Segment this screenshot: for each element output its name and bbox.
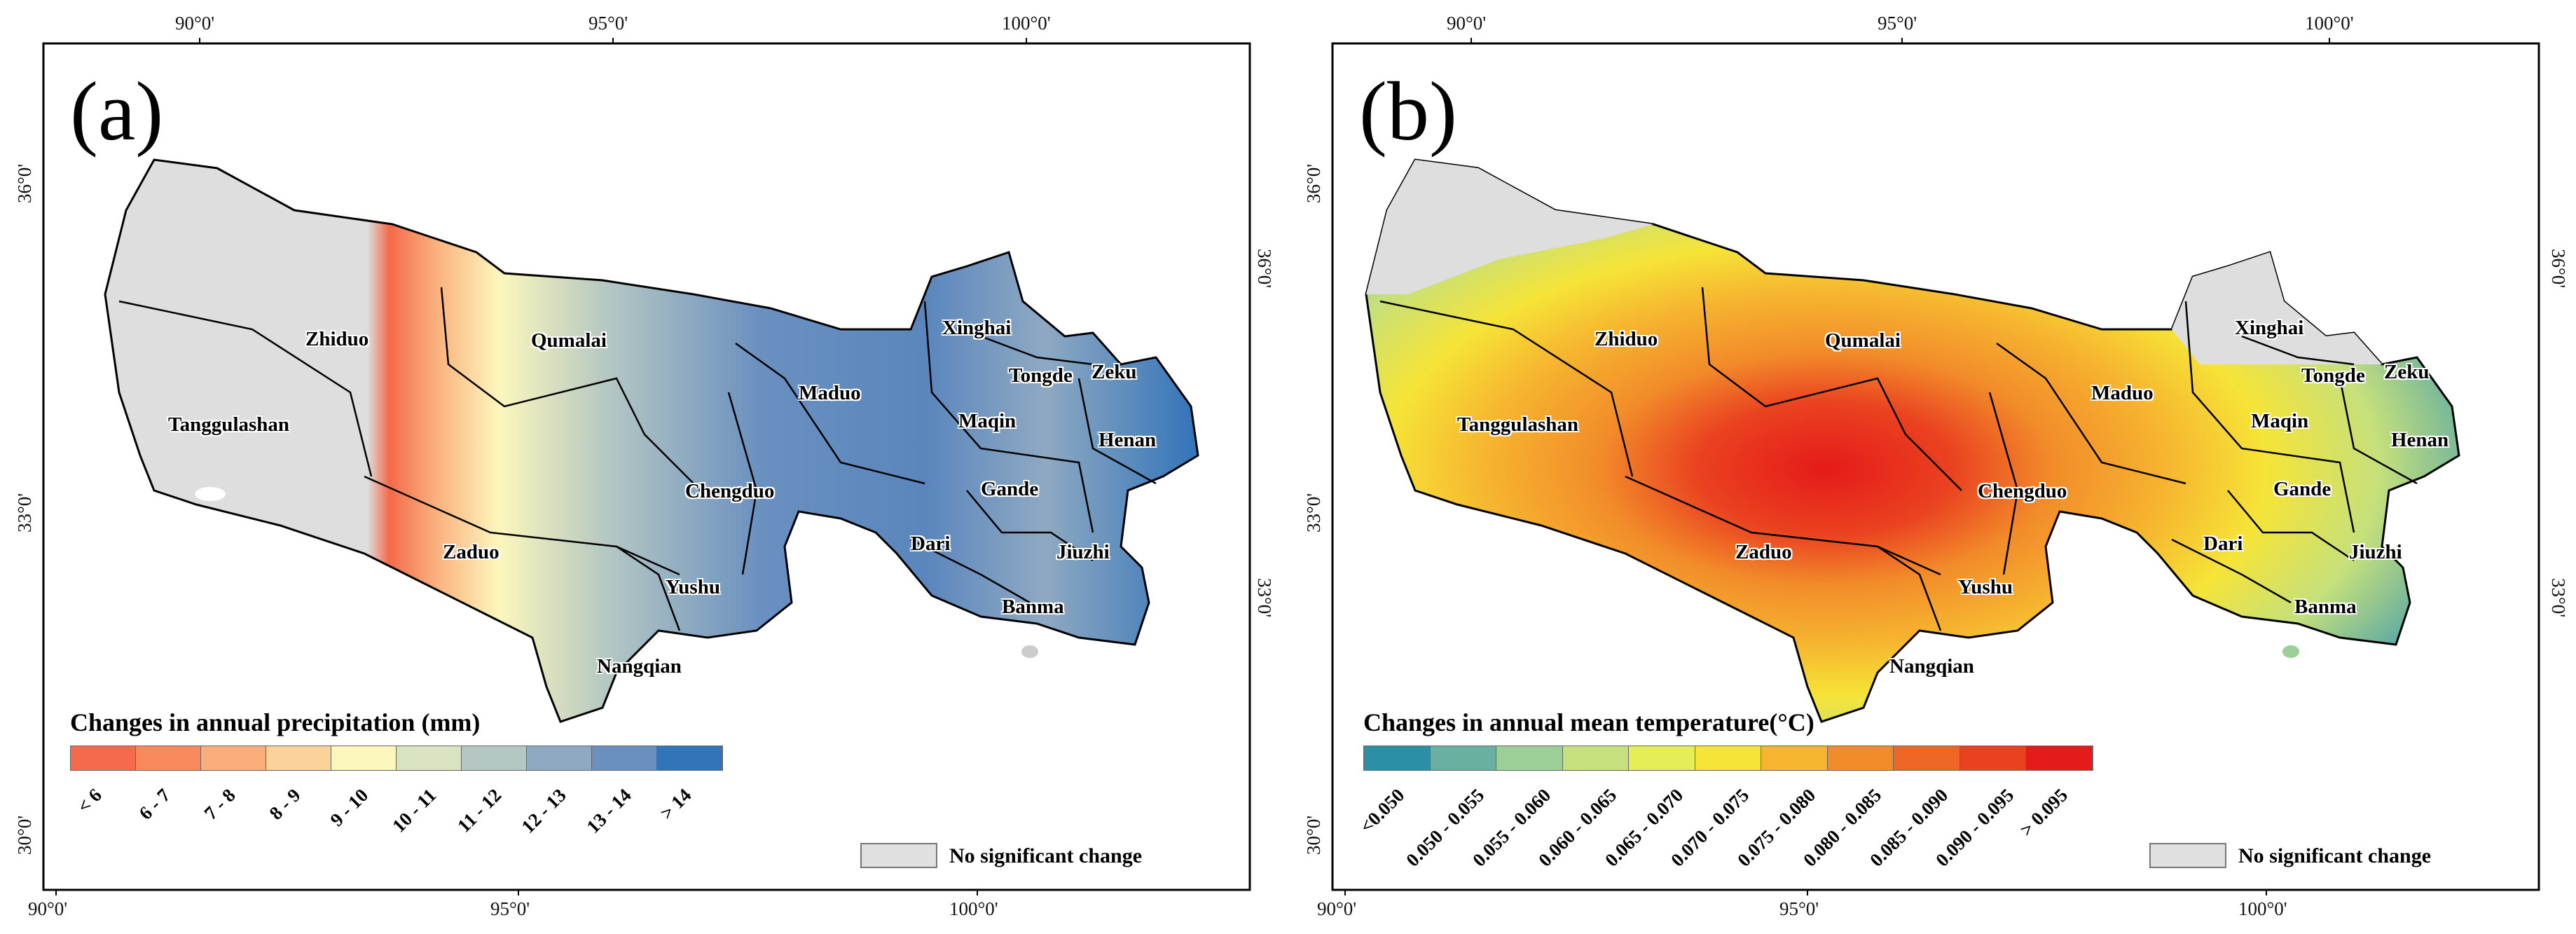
lat-tick-right-36-b: 36°0': [2548, 249, 2569, 289]
legend-swatch-6: [462, 746, 527, 770]
legend-swatch-9: [657, 746, 722, 770]
county-label-jiuzhi-b: Jiuzhi: [2349, 541, 2402, 563]
legend-bar-b: [1363, 746, 2093, 771]
legend-swatch-0: [1364, 746, 1431, 770]
county-label-banma-b: Banma: [2294, 596, 2357, 618]
lon-tick-bottom-100-b: 100°0': [2238, 898, 2287, 919]
county-label-gande-b: Gande: [2273, 478, 2332, 500]
lon-tick-bottom-95-b: 95°0': [1779, 898, 1819, 919]
lon-tick-top-100: 100°0': [1002, 13, 1051, 34]
legend-title-b: Changes in annual mean temperature(°C): [1363, 708, 1814, 736]
no-change-label-a: No significant change: [949, 844, 1143, 867]
county-label-xinghai: Xinghai: [942, 317, 1012, 339]
lon-tick-top-95: 95°0': [588, 13, 628, 34]
map-border-b: [1331, 42, 2540, 891]
county-label-chengduo-b: Chengduo: [1978, 480, 2067, 502]
county-label-qumalai: Qumalai: [531, 329, 607, 352]
lon-tick-top-90-b: 90°0': [1447, 13, 1487, 34]
panel-letter-a: (a): [70, 64, 164, 158]
map-frame-a: [42, 38, 1251, 895]
county-label-yushu-b: Yushu: [1958, 576, 2013, 598]
lon-tick-top-95-b: 95°0': [1878, 13, 1917, 34]
map-frame-b: [1331, 38, 2540, 895]
panel-letter-b: (b): [1359, 64, 1457, 158]
county-label-zeku: Zeku: [1091, 361, 1137, 383]
county-label-chengduo: Chengduo: [685, 480, 775, 502]
county-label-zhiduo-b: Zhiduo: [1594, 328, 1658, 350]
county-label-zaduo: Zaduo: [443, 541, 500, 563]
county-label-maqin: Maqin: [958, 410, 1017, 432]
legend-swatch-3: [266, 746, 331, 770]
no-change-label-b: No significant change: [2238, 844, 2432, 867]
legend-title-a: Changes in annual precipitation (mm): [70, 708, 481, 736]
legend-swatch-2: [201, 746, 266, 770]
county-label-henan-b: Henan: [2391, 429, 2449, 451]
legend-swatch-5: [397, 746, 462, 770]
lon-tick-bottom-95: 95°0': [490, 898, 530, 919]
county-label-tanggulashan-b: Tanggulashan: [1457, 413, 1579, 436]
legend-swatch-4: [1629, 746, 1695, 770]
county-label-xinghai-b: Xinghai: [2235, 317, 2304, 339]
lat-tick-left-30-b: 30°0': [1303, 815, 1324, 855]
lat-tick-left-30: 30°0': [14, 815, 35, 855]
county-label-yushu: Yushu: [666, 576, 720, 598]
county-label-qumalai-b: Qumalai: [1825, 329, 1901, 352]
county-label-maduo: Maduo: [799, 382, 861, 404]
legend-swatch-9: [1959, 746, 2027, 770]
county-label-dari-b: Dari: [2203, 533, 2243, 555]
county-label-tongde-b: Tongde: [2301, 364, 2365, 387]
county-label-jiuzhi: Jiuzhi: [1056, 541, 1110, 563]
legend-swatch-4: [331, 746, 397, 770]
county-label-tongde: Tongde: [1009, 364, 1073, 387]
lon-tick-top-100-b: 100°0': [2305, 13, 2354, 34]
legend-swatch-0: [71, 746, 136, 770]
legend-swatch-10: [2026, 746, 2093, 770]
map-border-a: [42, 42, 1251, 891]
legend-swatch-8: [1894, 746, 1960, 770]
no-change-swatch-a: [860, 843, 937, 868]
county-label-banma: Banma: [1002, 596, 1064, 618]
county-label-zeku-b: Zeku: [2384, 361, 2430, 383]
county-label-gande: Gande: [981, 478, 1039, 500]
county-boundaries-b: [1379, 287, 2418, 631]
legend-swatch-3: [1562, 746, 1630, 770]
legend-swatch-8: [592, 746, 657, 770]
county-label-tanggulashan: Tanggulashan: [168, 413, 290, 436]
no-change-swatch-b: [2149, 843, 2226, 868]
county-label-henan: Henan: [1098, 429, 1157, 451]
lat-tick-left-36-b: 36°0': [1303, 163, 1324, 203]
legend-bar-a: [70, 746, 723, 771]
county-boundaries-a: [118, 287, 1157, 631]
legend-swatch-2: [1496, 746, 1563, 770]
county-label-nangqian-b: Nangqian: [1889, 655, 1974, 678]
county-label-zaduo-b: Zaduo: [1735, 541, 1792, 563]
legend-swatch-6: [1761, 746, 1828, 770]
lon-tick-top-90: 90°0': [175, 13, 215, 34]
lon-tick-bottom-100: 100°0': [949, 898, 998, 919]
legend-swatch-7: [527, 746, 592, 770]
panel-b-temperature-map: 90°0' 95°0' 100°0' 90°0' 95°0' 100°0' 36…: [1289, 0, 2576, 934]
lat-tick-right-33: 33°0': [1254, 578, 1275, 618]
county-label-nangqian: Nangqian: [597, 655, 682, 678]
legend-swatch-1: [1430, 746, 1497, 770]
lat-tick-right-33-b: 33°0': [2548, 578, 2569, 618]
lat-tick-right-36: 36°0': [1254, 249, 1275, 289]
county-label-zhiduo: Zhiduo: [305, 328, 369, 350]
panel-a-precipitation-map: 90°0' 95°0' 100°0' 90°0' 95°0' 100°0' 36…: [0, 0, 1282, 934]
lat-tick-left-33: 33°0': [14, 493, 35, 533]
legend-swatch-7: [1827, 746, 1894, 770]
legend-swatch-5: [1695, 746, 1762, 770]
county-label-dari: Dari: [911, 533, 951, 555]
county-label-maduo-b: Maduo: [2091, 382, 2154, 404]
lat-tick-left-36: 36°0': [14, 163, 35, 203]
legend-swatch-1: [136, 746, 201, 770]
lon-tick-bottom-90-b: 90°0': [1317, 898, 1357, 919]
lon-tick-bottom-90: 90°0': [28, 898, 68, 919]
county-label-maqin-b: Maqin: [2251, 410, 2309, 432]
lat-tick-left-33-b: 33°0': [1303, 493, 1324, 533]
